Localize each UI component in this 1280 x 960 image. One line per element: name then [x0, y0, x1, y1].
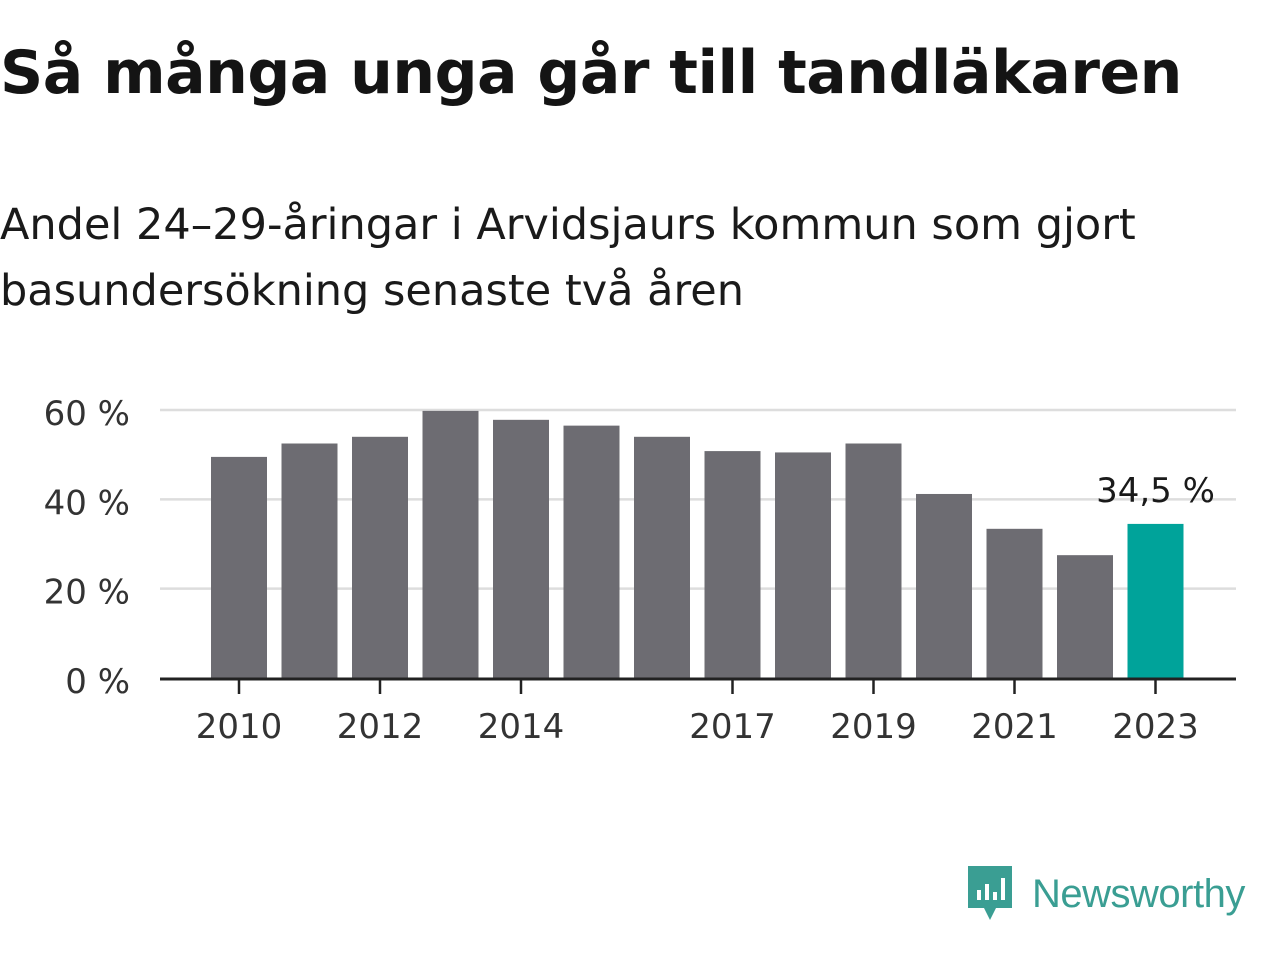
bar-2021 — [986, 528, 1043, 678]
bar-2019 — [845, 443, 902, 678]
bar-2017 — [704, 451, 761, 678]
grid-lines — [160, 408, 1236, 590]
chart-subtitle: Andel 24–29-åringar i Arvidsjaurs kommun… — [0, 200, 1136, 316]
newsworthy-logo-icon — [968, 866, 1012, 920]
bar-2012 — [352, 436, 408, 678]
x-axis — [160, 677, 1236, 694]
annotations: 34,5 % — [1096, 471, 1215, 511]
bar-2016 — [634, 436, 690, 678]
x-axis-tick-labels: 2010 2012 2014 2017 2019 2021 2023 — [196, 707, 1199, 747]
y-tick-label: 40 % — [44, 483, 130, 523]
data-label-2023: 34,5 % — [1096, 471, 1215, 511]
brand-name: Newsworthy — [1032, 871, 1245, 916]
bar-2023 — [1127, 523, 1184, 678]
bar-2018 — [775, 452, 831, 678]
bar-2010 — [211, 456, 267, 678]
brand-logo: Newsworthy — [964, 862, 1245, 926]
bar-2015 — [563, 425, 620, 678]
chart-title: Så många unga går till tandläkaren — [0, 38, 1182, 108]
x-tick-label-2023: 2023 — [1112, 707, 1199, 747]
bar-2011 — [281, 443, 338, 678]
y-tick-label: 60 % — [44, 394, 130, 434]
y-tick-label: 20 % — [44, 573, 130, 613]
bar-chart: 0 %20 %40 %60 % 34,5 % 2010 2012 2014 2017 2… — [44, 394, 1236, 747]
x-tick-label-2012: 2012 — [337, 707, 424, 747]
bar-2013 — [422, 410, 479, 678]
bar-2022 — [1057, 555, 1113, 678]
x-tick-label-2019: 2019 — [830, 707, 917, 747]
bar-2020 — [916, 493, 972, 678]
x-tick-label-2021: 2021 — [971, 707, 1058, 747]
bars — [211, 410, 1184, 678]
x-tick-label-2014: 2014 — [478, 707, 565, 747]
y-tick-label: 0 % — [65, 662, 130, 702]
bar-2014 — [493, 419, 549, 678]
y-axis-tick-labels: 0 % 20 % 40 % 60 % — [44, 394, 130, 702]
x-tick-label-2010: 2010 — [196, 707, 283, 747]
x-tick-label-2017: 2017 — [689, 707, 776, 747]
